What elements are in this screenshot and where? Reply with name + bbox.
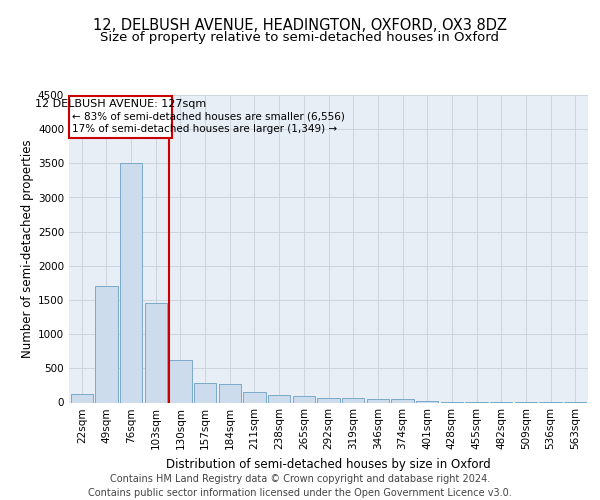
Bar <box>71 394 93 402</box>
Bar <box>244 392 266 402</box>
Bar <box>120 164 142 402</box>
Bar <box>342 398 364 402</box>
Bar <box>194 384 216 402</box>
Text: Size of property relative to semi-detached houses in Oxford: Size of property relative to semi-detach… <box>101 31 499 44</box>
Text: 12, DELBUSH AVENUE, HEADINGTON, OXFORD, OX3 8DZ: 12, DELBUSH AVENUE, HEADINGTON, OXFORD, … <box>93 18 507 32</box>
Text: 17% of semi-detached houses are larger (1,349) →: 17% of semi-detached houses are larger (… <box>72 124 337 134</box>
Text: ← 83% of semi-detached houses are smaller (6,556): ← 83% of semi-detached houses are smalle… <box>72 112 345 122</box>
Bar <box>293 396 315 402</box>
Bar <box>391 399 413 402</box>
Bar <box>367 398 389 402</box>
Y-axis label: Number of semi-detached properties: Number of semi-detached properties <box>21 140 34 358</box>
Bar <box>268 395 290 402</box>
Text: Contains HM Land Registry data © Crown copyright and database right 2024.
Contai: Contains HM Land Registry data © Crown c… <box>88 474 512 498</box>
Bar <box>169 360 191 403</box>
Bar <box>145 304 167 402</box>
Bar <box>317 398 340 402</box>
FancyBboxPatch shape <box>69 96 172 138</box>
Bar <box>95 286 118 403</box>
Bar <box>219 384 241 402</box>
Bar <box>416 401 438 402</box>
Text: 12 DELBUSH AVENUE: 127sqm: 12 DELBUSH AVENUE: 127sqm <box>35 100 206 110</box>
X-axis label: Distribution of semi-detached houses by size in Oxford: Distribution of semi-detached houses by … <box>166 458 491 471</box>
